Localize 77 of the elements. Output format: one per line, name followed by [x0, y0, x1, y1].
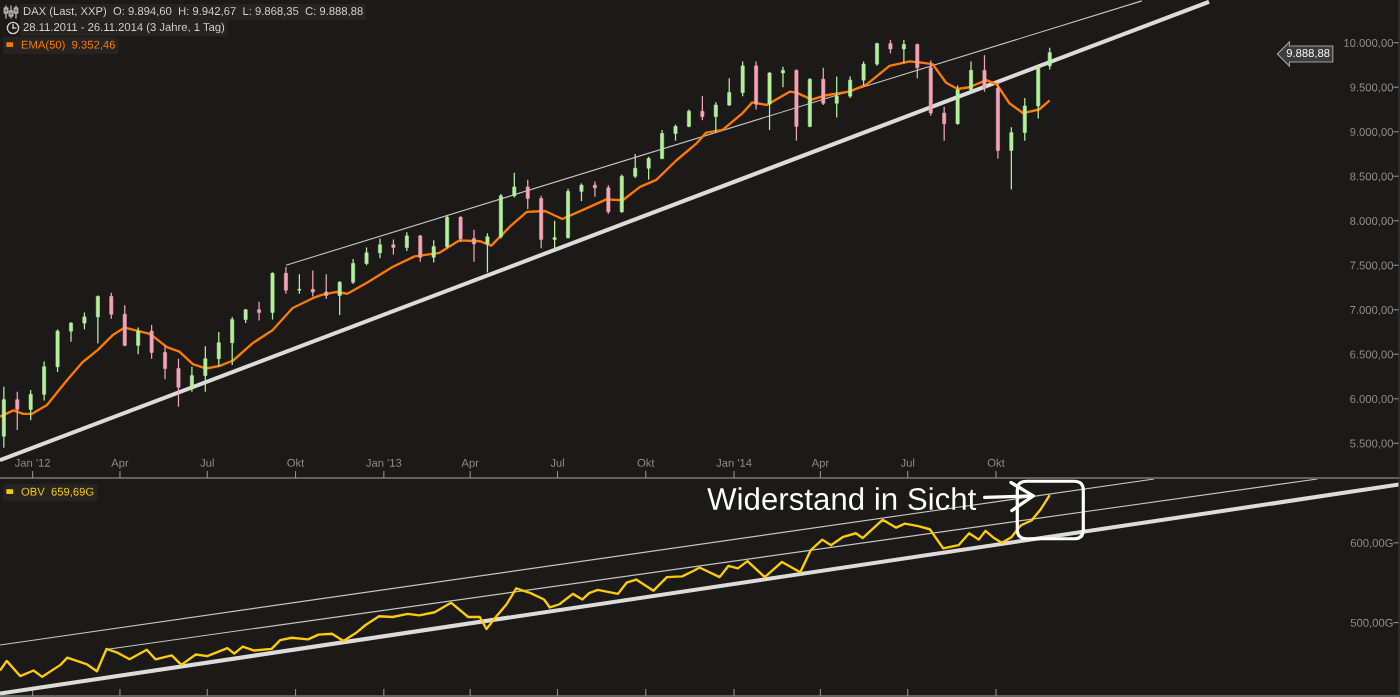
- x-tick-label: Jan '12: [14, 458, 51, 467]
- candlestick: [95, 294, 100, 345]
- candlestick: [969, 60, 973, 94]
- x-tick-label: Apr: [111, 458, 129, 470]
- x-tick-label: Jul: [200, 458, 214, 467]
- x-tick-label: Okt: [637, 458, 655, 467]
- x-tick-label: Apr: [811, 458, 829, 470]
- x-tick-label: Okt: [987, 458, 1005, 467]
- candlestick: [203, 345, 208, 393]
- candlestick: [216, 331, 221, 368]
- candlestick: [458, 215, 463, 243]
- candlestick: [324, 273, 329, 300]
- candlestick: [190, 366, 194, 393]
- y-tick-label: 8.000,00: [1350, 216, 1394, 227]
- candlestick: [700, 95, 705, 121]
- y-tick-label: 8.500,00: [1350, 172, 1394, 182]
- x-tick-label: Jul: [550, 458, 564, 467]
- candlestick: [418, 234, 423, 263]
- candlestick: [404, 231, 409, 252]
- candlestick: [310, 269, 315, 298]
- y-tick-label: 500,00G: [1350, 618, 1393, 629]
- y-tick-label: 6.000,00: [1350, 395, 1394, 405]
- candlestick: [525, 179, 530, 210]
- text: DAX (Last, XXP) O: 9.894,60 H: 9.942,67 L: 9.868,35 C: 9.888,88: [23, 6, 363, 18]
- candlestick: [284, 266, 288, 295]
- x-tick-label: Apr: [461, 458, 479, 470]
- candlestick: [15, 391, 20, 431]
- y-tick-label: 5.500,00: [1350, 439, 1394, 449]
- candlestick: [136, 326, 141, 355]
- candlestick: [646, 156, 651, 181]
- candlestick: [351, 258, 356, 285]
- candlestick: [149, 324, 154, 360]
- candlestick: [1009, 126, 1014, 191]
- candlestick: [834, 75, 839, 119]
- legend-label: OBV 659,69G: [21, 487, 94, 497]
- candlestick: [982, 54, 987, 93]
- candlestick: [69, 321, 73, 343]
- candlestick: [781, 66, 785, 88]
- candlestick: [727, 77, 732, 107]
- annotation: 9.888,88: [1286, 49, 1330, 59]
- candlestick: [552, 220, 557, 251]
- annotation: Widerstand in Sicht: [707, 487, 977, 511]
- candlestick: [337, 280, 342, 316]
- candlestick: [915, 42, 920, 79]
- y-tick-label: 7.000,00: [1350, 305, 1394, 316]
- y-tick-label: 10.000,00: [1344, 38, 1394, 49]
- candlestick: [942, 106, 947, 142]
- y-tick-label: 6.500,00: [1350, 350, 1394, 360]
- legend-label: EMA(50) 9.352,46: [21, 40, 115, 51]
- candlestick: [472, 229, 476, 263]
- candlestick: [230, 316, 235, 366]
- candlestick: [901, 39, 906, 64]
- x-tick-label: Jan '13: [366, 458, 402, 467]
- y-tick-label: 600,00G: [1350, 539, 1393, 549]
- y-tick-label: 9.000,00: [1350, 127, 1394, 138]
- candlestick: [713, 101, 718, 134]
- x-tick-label: Okt: [287, 458, 305, 467]
- candlestick: [176, 358, 181, 408]
- y-tick-label: 7.500,00: [1350, 261, 1394, 271]
- candlestick: [1047, 47, 1052, 71]
- y-tick-label: 9.500,00: [1350, 83, 1394, 93]
- candlestick: [163, 344, 167, 380]
- x-tick-label: Jan '14: [716, 458, 752, 467]
- candlestick: [848, 75, 853, 99]
- candlestick: [633, 153, 638, 179]
- text: 28.11.2011 - 26.11.2014 (3 Jahre, 1 Tag): [23, 22, 225, 34]
- candlestick: [297, 273, 302, 295]
- candlestick: [593, 180, 597, 198]
- candlestick: [109, 292, 114, 320]
- candlestick: [378, 237, 382, 259]
- candlestick: [485, 232, 490, 274]
- candlestick: [861, 60, 866, 87]
- candlestick: [431, 239, 436, 264]
- candlestick: [512, 172, 517, 199]
- x-tick-label: Jul: [900, 458, 915, 467]
- candlestick: [28, 389, 33, 421]
- candlestick: [257, 301, 261, 322]
